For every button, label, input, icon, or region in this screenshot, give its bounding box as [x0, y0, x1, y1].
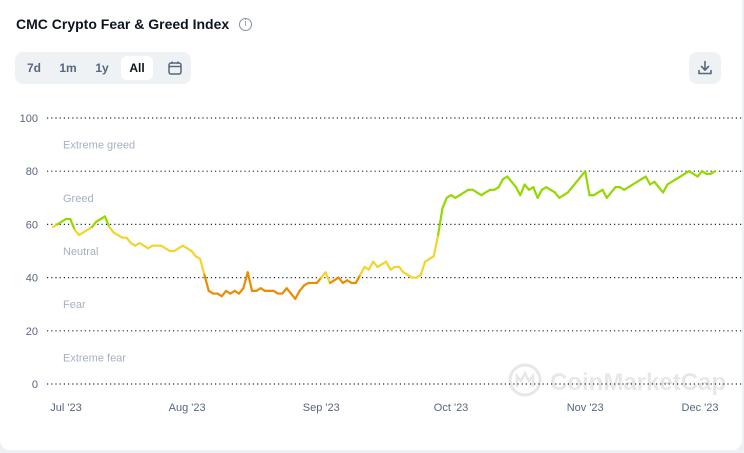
line-segment	[653, 180, 660, 189]
line-segment	[661, 183, 669, 194]
line-segment	[108, 225, 115, 234]
tab-1y[interactable]: 1y	[95, 61, 109, 75]
zone-label: Extreme greed	[63, 140, 135, 152]
card-title: CMC Crypto Fear & Greed Index	[16, 16, 230, 32]
line-segment	[610, 186, 617, 194]
x-tick-label: Sep '23	[303, 402, 340, 414]
line-segment	[354, 273, 362, 285]
line-segment	[514, 186, 522, 197]
zone-label: Greed	[63, 193, 94, 205]
line-segment	[367, 260, 375, 271]
coinmarketcap-watermark: CoinMarketCap	[508, 363, 726, 397]
line-segment	[441, 196, 448, 210]
fear-greed-chart: 100 80 60 40 20 0 CoinMarketCap Extreme greed…	[20, 113, 742, 414]
line-segment	[281, 287, 288, 295]
line-segment	[523, 183, 531, 191]
calendar-icon[interactable]	[163, 56, 187, 80]
line-segment	[190, 249, 197, 258]
line-segment	[398, 265, 405, 274]
watermark-text: CoinMarketCap	[550, 369, 726, 396]
line-segment	[298, 284, 306, 292]
line-segment	[506, 175, 513, 183]
download-icon	[698, 60, 712, 75]
line-segment	[242, 271, 249, 290]
index-line	[51, 170, 717, 300]
line-segment	[294, 289, 301, 300]
line-segment	[519, 183, 526, 197]
line-segment	[220, 289, 228, 298]
line-segment	[605, 191, 613, 199]
line-segment	[436, 207, 444, 237]
range-tabs: 7d 1m 1y All	[15, 52, 191, 84]
zone-label: Extreme fear	[63, 352, 126, 364]
line-segment	[203, 273, 210, 292]
line-segment	[497, 178, 505, 189]
tab-7d[interactable]: 7d	[26, 61, 41, 75]
line-segment	[566, 186, 574, 194]
x-tick-label: Oct '23	[434, 402, 469, 414]
x-tick-label: Aug '23	[169, 402, 206, 414]
line-segment	[90, 220, 98, 229]
line-segment	[103, 215, 111, 229]
tab-1m[interactable]: 1m	[59, 61, 77, 75]
line-segment	[532, 186, 539, 199]
tab-all[interactable]: All	[121, 56, 153, 80]
line-segment	[571, 180, 578, 189]
line-segment	[315, 276, 323, 285]
y-tick-label: 40	[26, 273, 38, 285]
line-segment	[601, 188, 608, 199]
zone-label: Fear	[63, 299, 86, 311]
line-segment	[709, 170, 717, 175]
line-segment	[575, 175, 582, 183]
line-segment	[246, 271, 254, 292]
line-segment	[419, 260, 427, 277]
line-segment	[536, 188, 544, 199]
info-icon[interactable]: i	[239, 18, 252, 31]
y-tick-label: 20	[26, 326, 38, 338]
y-tick-label: 100	[20, 113, 38, 125]
line-segment	[324, 271, 332, 285]
line-segment	[285, 287, 293, 295]
line-segment	[337, 276, 344, 285]
line-segment	[237, 287, 245, 295]
x-tick-label: Dec '23	[682, 402, 719, 414]
line-segment	[644, 175, 652, 186]
line-segment	[69, 217, 76, 231]
line-segment	[359, 265, 366, 277]
line-segment	[385, 260, 392, 271]
x-tick-label: Nov '23	[567, 402, 604, 414]
download-button[interactable]	[689, 52, 721, 84]
y-tick-label: 80	[26, 166, 38, 178]
line-segment	[510, 180, 518, 189]
line-segment	[125, 236, 132, 245]
line-segment	[372, 260, 379, 269]
line-segment	[199, 257, 206, 277]
y-tick-label: 60	[26, 219, 38, 231]
line-segment	[432, 233, 440, 258]
line-segment	[696, 170, 704, 178]
line-segment	[584, 170, 591, 197]
y-tick-label: 0	[32, 379, 38, 391]
zone-label: Neutral	[63, 246, 98, 258]
line-segment	[553, 191, 561, 199]
line-segment	[73, 228, 81, 237]
x-tick-label: Jul '23	[50, 402, 81, 414]
